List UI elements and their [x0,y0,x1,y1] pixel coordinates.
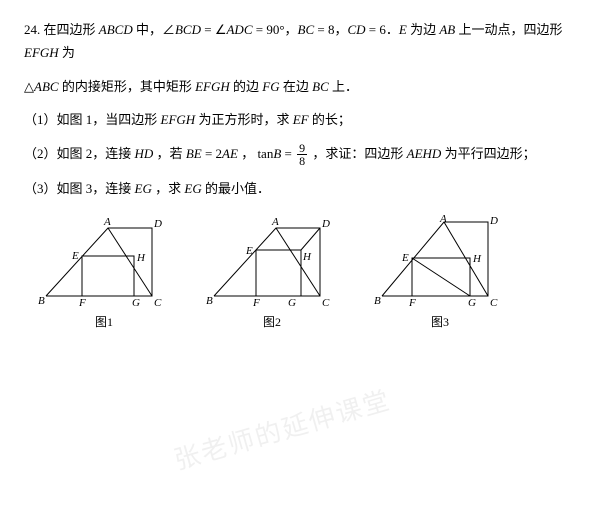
figures-row: A D E H B F G C 图1 A D E H B F G C 图2 [34,214,577,330]
problem-stem-line2: △ABC 的内接矩形，其中矩形 EFGH 的边 FG 在边 BC 上． [24,75,577,98]
svg-text:G: G [468,297,476,309]
svg-text:D: D [321,218,330,230]
svg-text:F: F [78,297,86,309]
figure-2-label: 图2 [202,313,342,330]
question-2: （2）如图 2，连接 HD ，若 BE = 2AE ， tanB = 9 8 ，… [24,142,577,168]
figure-1: A D E H B F G C 图1 [34,214,174,330]
svg-text:D: D [489,215,498,227]
svg-text:E: E [71,250,79,262]
svg-text:G: G [288,297,296,309]
num: 24. [24,22,40,37]
figure-1-label: 图1 [34,313,174,330]
svg-text:H: H [302,251,312,263]
problem-stem-line1: 24. 在四边形 ABCD 中，∠BCD = ∠ADC = 90°，BC = 8… [24,18,577,65]
question-1: （1）如图 1，当四边形 EFGH 为正方形时，求 EF 的长； [24,108,577,131]
svg-text:G: G [132,297,140,309]
svg-text:B: B [374,295,381,307]
watermark-text: 张老师的延伸课堂 [169,380,395,477]
question-3: （3）如图 3，连接 EG ，求 EG 的最小值． [24,177,577,200]
svg-text:E: E [401,252,409,264]
fraction: 9 8 [297,142,307,167]
figure-2-svg: A D E H B F G C [202,214,342,309]
svg-text:B: B [38,295,45,307]
figure-3-label: 图3 [370,313,510,330]
svg-text:A: A [439,214,447,225]
figure-3: A D E H B F G C 图3 [370,214,510,330]
svg-text:A: A [271,216,279,228]
svg-text:A: A [103,216,111,228]
svg-text:C: C [490,297,498,309]
svg-text:E: E [245,245,253,257]
figure-3-svg: A D E H B F G C [370,214,510,309]
svg-text:H: H [136,252,146,264]
svg-text:B: B [206,295,213,307]
svg-text:F: F [252,297,260,309]
svg-text:C: C [322,297,330,309]
svg-text:F: F [408,297,416,309]
svg-text:C: C [154,297,162,309]
figure-2: A D E H B F G C 图2 [202,214,342,330]
figure-1-svg: A D E H B F G C [34,214,174,309]
svg-text:H: H [472,253,482,265]
svg-text:D: D [153,218,162,230]
